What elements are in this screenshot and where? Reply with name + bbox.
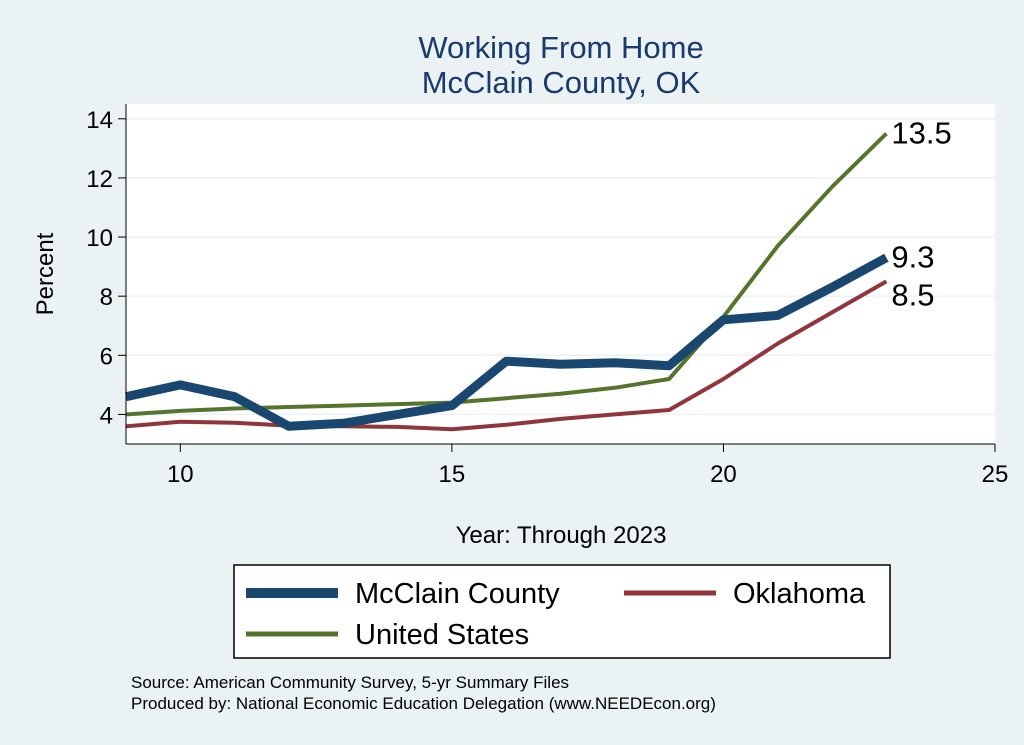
x-axis-ticks: 10 15 20 25	[167, 444, 1008, 488]
y-tick-label: 14	[86, 107, 113, 134]
y-tick-label: 12	[86, 166, 113, 193]
x-tick-label: 15	[439, 461, 466, 488]
y-tick-label: 8	[100, 284, 113, 311]
y-tick-label: 4	[100, 402, 113, 429]
series-line-oklahoma	[125, 279, 888, 432]
y-axis-title: Percent	[32, 232, 59, 315]
x-axis-title: Year: Through 2023	[456, 522, 667, 549]
legend-box	[233, 564, 891, 659]
end-label-united-states: 13.5	[891, 116, 951, 151]
legend: McClain County Oklahoma United States	[233, 564, 891, 659]
chart-title: Working From Home	[418, 30, 703, 65]
y-tick-label: 10	[86, 225, 113, 252]
series-lines	[125, 132, 889, 432]
y-axis-ticks: 4 6 8 10 12 14	[86, 107, 126, 429]
chart-subtitle: McClain County, OK	[422, 65, 701, 100]
end-labels: 9.38.5 13.5	[891, 116, 951, 313]
series-line-mcclain-county	[125, 253, 889, 431]
produced-by-note: Produced by: National Economic Education…	[131, 694, 716, 713]
source-note: Source: American Community Survey, 5-yr …	[131, 673, 569, 692]
x-tick-label: 10	[167, 461, 194, 488]
legend-label: Oklahoma	[733, 578, 866, 610]
legend-label: McClain County	[355, 578, 560, 610]
end-label-mcclain-county: 9.3	[891, 240, 934, 275]
y-tick-label: 6	[100, 343, 113, 370]
x-tick-label: 25	[982, 461, 1009, 488]
legend-label: United States	[355, 619, 529, 651]
end-label-oklahoma: 8.5	[891, 277, 934, 312]
x-tick-label: 20	[710, 461, 737, 488]
